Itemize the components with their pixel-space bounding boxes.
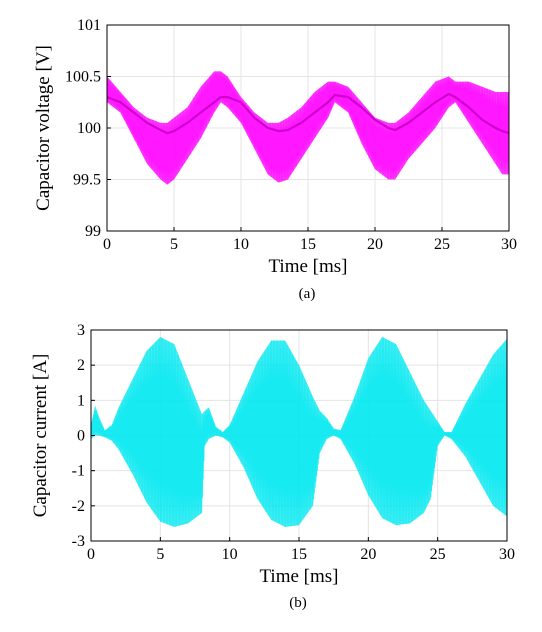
x-tick-label: 25 <box>430 546 446 563</box>
y-tick-label: 3 <box>77 322 85 339</box>
y-tick-label: 2 <box>77 357 85 374</box>
y-tick-label: -2 <box>72 498 85 515</box>
y-tick-label: 99.5 <box>73 172 101 189</box>
x-tick-label: 15 <box>300 236 316 253</box>
y-tick-label: 1 <box>77 392 85 409</box>
x-tick-label: 0 <box>87 546 95 563</box>
chart-b: 0 5 10 15 20 25 30 -3 -2 -1 0 1 2 3 Time [ms] Capacitor… <box>30 322 515 611</box>
y-axis-label: Capacitor current [A] <box>30 354 51 518</box>
y-tick-label: 99 <box>85 223 101 240</box>
x-axis-label: Time [ms] <box>259 566 338 587</box>
x-tick-label: 30 <box>501 236 517 253</box>
y-tick-label: -1 <box>72 463 85 480</box>
x-tick-label: 5 <box>156 546 164 563</box>
series-envelope <box>107 71 509 185</box>
y-tick-label: 101 <box>77 17 101 34</box>
x-tick-label: 30 <box>499 546 515 563</box>
y-tick-label: 0 <box>77 428 85 445</box>
x-tick-label: 15 <box>291 546 307 563</box>
x-tick-label: 0 <box>103 236 111 253</box>
panel-caption: (b) <box>289 595 307 611</box>
chart-a: 0 5 10 15 20 25 30 99 99.5 100 100.5 101 Time [ms] Ca… <box>33 17 517 302</box>
y-tick-label: 100 <box>77 120 101 137</box>
panel-caption: (a) <box>299 286 316 302</box>
y-tick-label: -3 <box>72 533 85 550</box>
x-tick-label: 5 <box>170 236 178 253</box>
series-waveform <box>91 337 507 527</box>
series-waveform <box>107 71 509 185</box>
y-tick-label: 100.5 <box>65 69 101 86</box>
x-axis-label: Time [ms] <box>268 256 347 277</box>
series-envelope <box>91 337 507 527</box>
x-tick-label: 10 <box>233 236 249 253</box>
series-center-line <box>107 92 509 135</box>
x-tick-label: 10 <box>222 546 238 563</box>
y-axis-label: Capacitor voltage [V] <box>33 45 54 211</box>
x-tick-label: 25 <box>434 236 450 253</box>
x-tick-label: 20 <box>360 546 376 563</box>
x-tick-label: 20 <box>367 236 383 253</box>
